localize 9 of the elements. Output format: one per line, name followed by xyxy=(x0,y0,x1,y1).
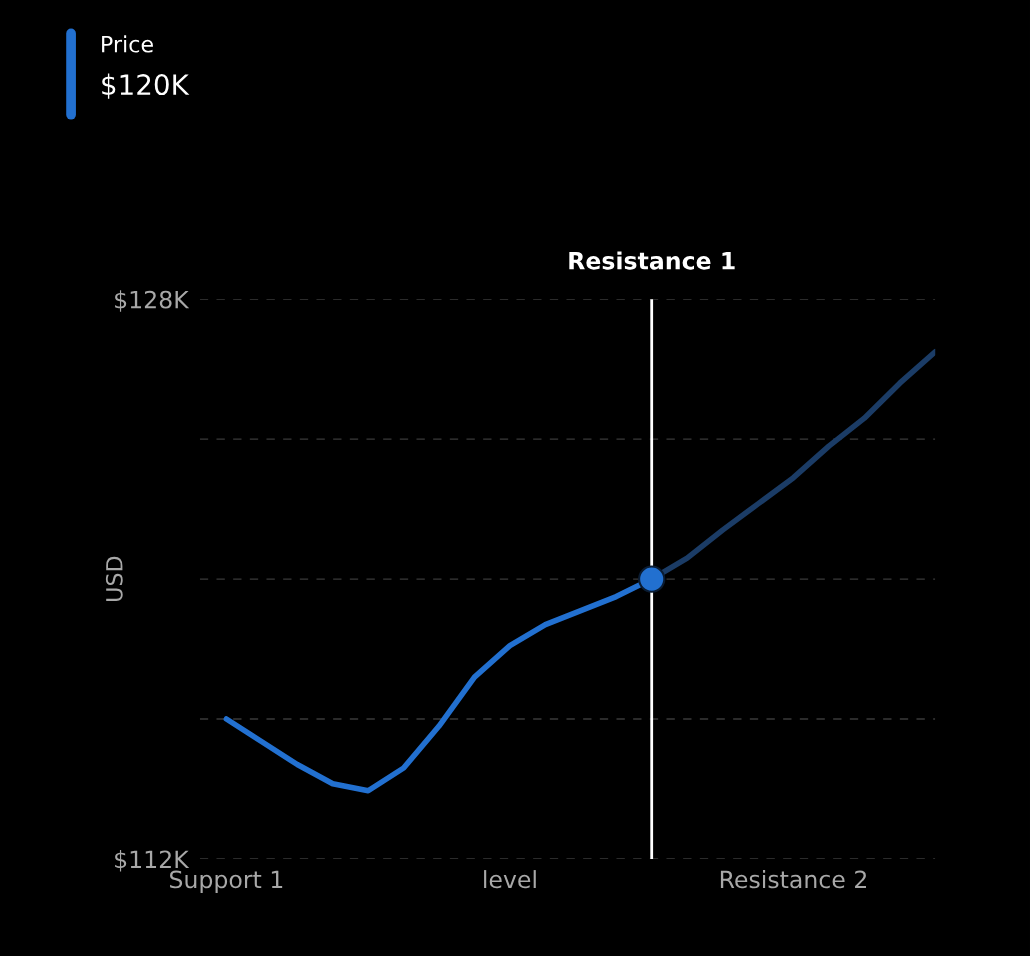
x-tick-label: Support 1 xyxy=(170,870,283,893)
y-tick-label: $128K xyxy=(115,290,190,312)
text: $120K xyxy=(102,73,190,99)
text: Resistance 1 xyxy=(569,251,735,270)
y-axis-title: USD xyxy=(105,556,123,601)
x-tick-label: level xyxy=(484,870,536,889)
y-tick-label: $112K xyxy=(115,850,190,872)
x-tick-label: Resistance 2 xyxy=(720,870,866,889)
text: Price xyxy=(102,35,153,53)
